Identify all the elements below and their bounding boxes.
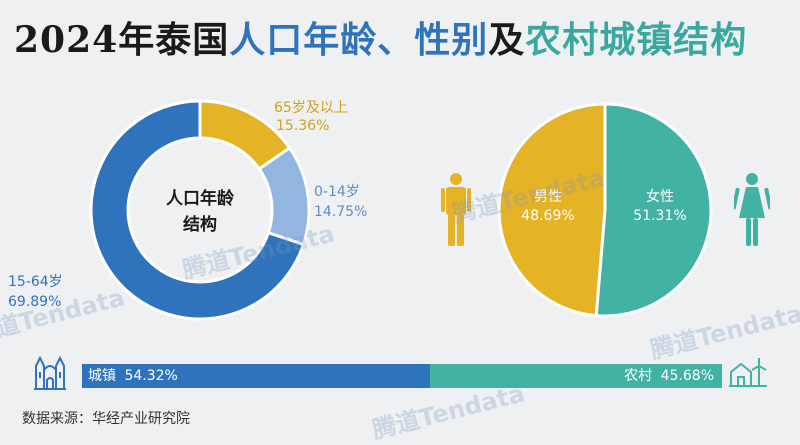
data-source: 数据来源：华经产业研究院 (22, 411, 190, 427)
donut-slice-2 (89, 99, 306, 321)
urban-rural-bar: 城镇 54.32% 农村 45.68% (82, 364, 722, 388)
urban-label: 城镇 (88, 368, 116, 384)
city-building-icon (34, 355, 66, 390)
female-value: 51.31% (633, 208, 686, 224)
title-part-3: 及 (488, 19, 526, 61)
donut-center-label-line1: 人口年龄 (166, 188, 235, 209)
rural-label: 农村 (624, 368, 653, 384)
farmhouse-windmill-icon (729, 358, 767, 387)
age-65plus-label: 65岁及以上 (274, 100, 348, 116)
age-15-64-value: 69.89% (8, 294, 61, 310)
gender-slice-0 (497, 102, 607, 318)
gender-pie-chart (497, 102, 713, 318)
age-donut-chart (89, 99, 311, 321)
female-label: 女性 (646, 188, 674, 205)
title-part-1: 2024年泰国 (14, 19, 230, 61)
title-part-4: 农村城镇结构 (525, 19, 748, 61)
title-part-2: 人口年龄、性别 (229, 19, 489, 61)
age-15-64-label: 15-64岁 (8, 274, 63, 290)
age-0-14-value: 14.75% (314, 204, 367, 220)
male-value: 48.69% (521, 208, 574, 224)
male-label: 男性 (534, 189, 562, 205)
urban-value: 54.32% (124, 368, 178, 384)
rural-bar-segment: 农村 45.68% (430, 364, 722, 388)
female-person-icon (734, 173, 770, 246)
donut-center-label-line2: 结构 (183, 214, 217, 235)
rural-value: 45.68% (660, 368, 714, 384)
chart-title: 2024年泰国人口年龄、性别及农村城镇结构 (14, 8, 747, 72)
donut-slice-1 (257, 145, 311, 247)
gender-slice-1 (594, 102, 713, 318)
male-person-icon (441, 173, 471, 246)
urban-bar-segment: 城镇 54.32% (82, 364, 430, 388)
age-0-14-label: 0-14岁 (314, 184, 360, 200)
age-65plus-value: 15.36% (276, 118, 329, 134)
